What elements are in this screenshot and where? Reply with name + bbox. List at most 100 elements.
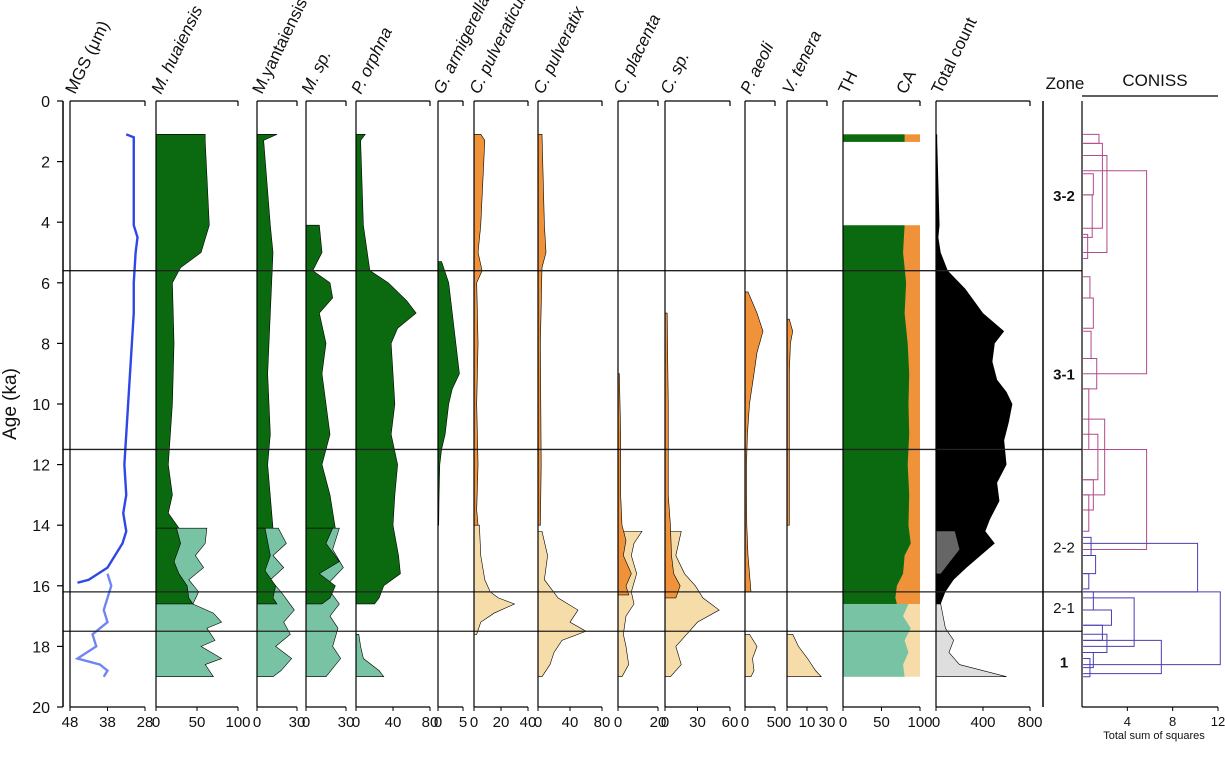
mgs-xtick-label: 48 xyxy=(62,714,79,731)
coniss-branch xyxy=(1083,609,1112,626)
th-ca-title2: CA xyxy=(893,67,921,97)
age-tick-label: 18 xyxy=(32,639,50,656)
g-armigerella-xtick-label: 5 xyxy=(459,714,467,731)
coniss-branch xyxy=(1083,624,1103,641)
coniss-branch xyxy=(1083,170,1148,375)
th-area-upper xyxy=(843,134,911,604)
p-aeoli-title: P. aeoli xyxy=(737,38,779,96)
age-tick-label: 0 xyxy=(41,94,50,111)
c-placenta-area-dark xyxy=(617,373,632,596)
coniss-branch xyxy=(1083,591,1094,611)
v-tenera-xtick-label: 30 xyxy=(819,714,836,731)
c-sp-xtick-label: 60 xyxy=(722,714,739,731)
c-pulveraticula-area-dark xyxy=(473,134,486,526)
g-armigerella-xtick-label: 0 xyxy=(434,714,442,731)
coniss-branch xyxy=(1083,658,1091,678)
total-xtick-label: 0 xyxy=(932,714,940,731)
c-pulveraticula-area-light xyxy=(473,524,516,635)
coniss-branch xyxy=(1083,142,1103,229)
p-aeoli-xtick-label: 0 xyxy=(741,714,749,731)
coniss-branch xyxy=(1083,233,1089,260)
coniss-branch xyxy=(1083,597,1135,647)
coniss-branch xyxy=(1083,536,1092,556)
zone-label: 1 xyxy=(1060,655,1068,672)
total-area-light xyxy=(935,603,1007,677)
mgs-title: MGS (μm) xyxy=(62,18,114,97)
m-yantaiensis-xtick-label: 30 xyxy=(289,714,306,731)
c-pulveratix-title: C. pulveratix xyxy=(530,3,589,97)
coniss-branch xyxy=(1083,418,1106,496)
c-pulveraticula-xtick-label: 40 xyxy=(520,714,537,731)
coniss-branch xyxy=(1083,276,1091,299)
m-huaiensis-xtick-label: 100 xyxy=(225,714,250,731)
coniss-branch xyxy=(1083,297,1094,329)
th-ca-xtick-label: 0 xyxy=(839,714,847,731)
p-orphna-area-dark xyxy=(355,134,417,605)
coniss-branch xyxy=(1083,433,1099,481)
age-tick-label: 6 xyxy=(41,276,50,293)
coniss-tick-label: 8 xyxy=(1169,714,1176,729)
th-ca-xtick-label: 50 xyxy=(873,714,890,731)
p-orphna-xtick-label: 40 xyxy=(385,714,402,731)
coniss-branch xyxy=(1083,555,1097,575)
c-pulveraticula-xtick-label: 20 xyxy=(493,714,510,731)
p-aeoli-area-dark xyxy=(744,291,764,593)
v-tenera-xtick-label: 0 xyxy=(783,714,791,731)
g-armigerella-area-dark xyxy=(437,261,460,526)
c-placenta-xtick-label: 20 xyxy=(650,714,667,731)
coniss-branch xyxy=(1083,651,1094,669)
age-tick-label: 8 xyxy=(41,336,50,353)
age-tick-label: 10 xyxy=(32,397,50,414)
c-sp-xtick-label: 30 xyxy=(689,714,706,731)
mgs-line-upper xyxy=(77,133,139,584)
v-tenera-area-dark xyxy=(786,318,794,526)
coniss-branch xyxy=(1083,133,1100,144)
age-tick-label: 4 xyxy=(41,215,50,232)
zone-label: 2-2 xyxy=(1053,539,1075,556)
age-tick-label: 2 xyxy=(41,155,50,172)
p-orphna-xtick-label: 80 xyxy=(422,714,439,731)
coniss-tick-label: 4 xyxy=(1124,714,1131,729)
c-placenta-title: C. placenta xyxy=(610,11,665,97)
c-pulveratix-xtick-label: 80 xyxy=(594,714,611,731)
coniss-branch xyxy=(1083,573,1090,590)
c-placenta-xtick-label: 0 xyxy=(614,714,622,731)
total-xtick-label: 800 xyxy=(1017,714,1042,731)
c-sp-title: C. sp. xyxy=(657,49,694,97)
total-title: Total count xyxy=(928,14,981,96)
c-pulveratix-area-light xyxy=(537,530,587,677)
total-xtick-label: 400 xyxy=(970,714,995,731)
th-area-lower xyxy=(843,603,911,677)
m-sp-title: M. sp. xyxy=(298,47,335,97)
th-ca-title: TH xyxy=(835,68,862,97)
c-sp-area-dark xyxy=(664,312,681,599)
m-huaiensis-area-dark xyxy=(155,134,210,529)
y-axis-title: Age (ka) xyxy=(0,368,21,440)
coniss-branch xyxy=(1083,173,1094,196)
coniss-branch xyxy=(1083,591,1221,666)
coniss-branch xyxy=(1083,330,1092,360)
coniss-xlabel: Total sum of squares xyxy=(1103,730,1205,742)
coniss-branch xyxy=(1083,194,1093,238)
zone-label: 2-1 xyxy=(1053,600,1075,617)
m-sp-xtick-label: 0 xyxy=(302,714,310,731)
zone-lines-layer xyxy=(63,270,1082,632)
p-orphna-title: P. orphna xyxy=(348,24,396,97)
age-tick-label: 12 xyxy=(32,458,50,475)
coniss-title: CONISS xyxy=(1122,71,1187,90)
total-area-grey xyxy=(936,531,960,574)
p-aeoli-xtick-label: 50 xyxy=(767,714,784,731)
coniss-branch xyxy=(1083,155,1108,253)
c-sp-area-light xyxy=(664,530,720,677)
p-aeoli-area-light xyxy=(744,633,758,677)
total-area-dark xyxy=(936,134,1013,604)
m-sp-area-dark xyxy=(305,224,336,529)
p-orphna-xtick-label: 0 xyxy=(352,714,360,731)
m-huaiensis-area-dark-lower xyxy=(155,527,194,605)
mgs-xtick-label: 38 xyxy=(99,714,116,731)
coniss-branch xyxy=(1083,448,1148,550)
p-orphna-area-light xyxy=(355,633,385,677)
zone-title: Zone xyxy=(1046,74,1085,93)
